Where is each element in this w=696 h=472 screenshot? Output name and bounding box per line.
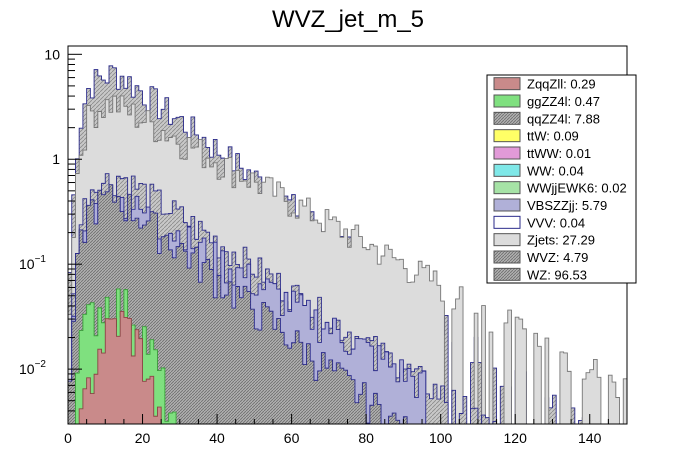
x-tick-label: 100 [429, 430, 453, 446]
legend-label: qqZZ4l: 7.88 [527, 111, 600, 126]
histogram-bars [68, 65, 627, 424]
series-area [68, 310, 627, 424]
x-tick-label: 20 [135, 430, 151, 446]
legend-entry: qqZZ4l: 7.88 [493, 111, 600, 126]
legend-label: Zjets: 27.29 [527, 233, 595, 248]
legend-swatch [493, 146, 521, 160]
x-tick-label: 40 [209, 430, 225, 446]
legend-swatch [493, 215, 521, 229]
series-zqqzll [68, 310, 627, 424]
legend-label: VBSZZjj: 5.79 [527, 198, 607, 213]
legend-swatch [493, 77, 521, 91]
legend-entry: ggZZ4l: 0.47 [493, 94, 600, 109]
chart-title: WVZ_jet_m_5 [272, 6, 424, 33]
legend-label: ttWW: 0.01 [527, 146, 591, 161]
y-tick-label: 10 [44, 46, 60, 62]
legend-label: ZqqZll: 0.29 [527, 77, 596, 92]
legend-entry: WW: 0.04 [493, 163, 584, 178]
legend-swatch [493, 267, 521, 281]
legend-label: WZ: 96.53 [527, 267, 587, 282]
x-tick-label: 60 [284, 430, 300, 446]
y-tick-label: 1 [52, 151, 60, 167]
legend-swatch [493, 233, 521, 247]
legend-entry: ZqqZll: 0.29 [493, 77, 596, 92]
x-axis: 0 20 40 60 80 100 120 140 [64, 414, 628, 446]
legend-swatch [493, 250, 521, 264]
x-tick-label: 120 [504, 430, 528, 446]
legend-label: ttW: 0.09 [527, 129, 579, 144]
series-qqzz4l [68, 184, 627, 424]
legend-label: WW: 0.04 [527, 163, 584, 178]
legend-entry: VVV: 0.04 [493, 215, 585, 230]
legend-entry: ttW: 0.09 [493, 129, 579, 144]
legend-label: WVZ: 4.79 [527, 250, 588, 265]
y-tick-label: 10−2 [19, 359, 46, 377]
legend-label: VVV: 0.04 [527, 215, 585, 230]
x-tick-label: 0 [64, 430, 72, 446]
legend-entry: WZ: 96.53 [493, 267, 587, 282]
legend-swatch [493, 94, 521, 108]
legend-entry: WVZ: 4.79 [493, 250, 588, 265]
legend-entry: WWjjEWK6: 0.02 [493, 181, 627, 196]
legend-entry: ttWW: 0.01 [493, 146, 591, 161]
legend-swatch [493, 181, 521, 195]
legend-entry: VBSZZjj: 5.79 [493, 198, 607, 213]
legend-entry: Zjets: 27.29 [493, 233, 595, 248]
y-tick-label: 10−1 [19, 254, 46, 272]
legend: ZqqZll: 0.29 ggZZ4l: 0.47 qqZZ4l: 7.88 ttW:… [486, 74, 637, 284]
x-tick-label: 80 [358, 430, 374, 446]
legend-swatch [493, 129, 521, 143]
legend-label: ggZZ4l: 0.47 [527, 94, 600, 109]
series-area [68, 184, 627, 424]
legend-swatch [493, 111, 521, 125]
legend-label: WWjjEWK6: 0.02 [527, 181, 627, 196]
legend-swatch [493, 163, 521, 177]
legend-box [486, 74, 637, 284]
x-tick-label: 140 [578, 430, 602, 446]
legend-swatch [493, 198, 521, 212]
